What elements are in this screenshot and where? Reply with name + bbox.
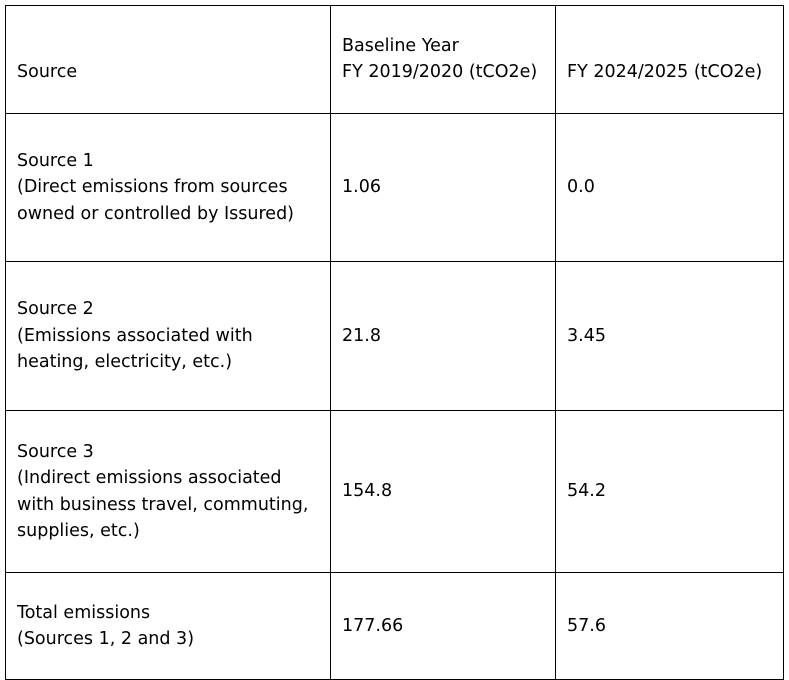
source-cell: Source 3 (Indirect emissions associated … <box>5 410 331 573</box>
header-current-label: FY 2024/2025 (tCO2e) <box>567 62 763 82</box>
current-cell: 3.45 <box>555 261 784 411</box>
header-source-label: Source <box>17 62 78 82</box>
baseline-value: 177.66 <box>342 615 404 636</box>
source-label: Source 3 (Indirect emissions associated … <box>17 441 309 542</box>
header-baseline: Baseline Year FY 2019/2020 (tCO2e) <box>330 5 556 114</box>
source-label: Total emissions (Sources 1, 2 and 3) <box>17 602 195 650</box>
table-row: Source 2 (Emissions associated with heat… <box>5 261 784 411</box>
current-value: 57.6 <box>567 615 606 636</box>
source-cell: Source 2 (Emissions associated with heat… <box>5 261 331 411</box>
current-cell: 0.0 <box>555 113 784 262</box>
baseline-cell: 154.8 <box>330 410 556 573</box>
source-cell: Source 1 (Direct emissions from sources … <box>5 113 331 262</box>
baseline-cell: 21.8 <box>330 261 556 411</box>
source-label: Source 1 (Direct emissions from sources … <box>17 150 295 224</box>
header-source: Source <box>5 5 331 114</box>
baseline-cell: 1.06 <box>330 113 556 262</box>
emissions-table: Source Baseline Year FY 2019/2020 (tCO2e… <box>5 5 784 680</box>
current-cell: 57.6 <box>555 572 784 680</box>
current-value: 0.0 <box>567 177 595 198</box>
header-baseline-label: Baseline Year FY 2019/2020 (tCO2e) <box>342 35 538 83</box>
current-value: 3.45 <box>567 325 606 346</box>
baseline-value: 21.8 <box>342 325 381 346</box>
baseline-value: 154.8 <box>342 481 393 502</box>
total-row: Total emissions (Sources 1, 2 and 3) 177… <box>5 572 784 680</box>
source-label: Source 2 (Emissions associated with heat… <box>17 299 253 373</box>
current-value: 54.2 <box>567 481 606 502</box>
baseline-cell: 177.66 <box>330 572 556 680</box>
current-cell: 54.2 <box>555 410 784 573</box>
header-current: FY 2024/2025 (tCO2e) <box>555 5 784 114</box>
source-cell: Total emissions (Sources 1, 2 and 3) <box>5 572 331 680</box>
table-row: Source 1 (Direct emissions from sources … <box>5 113 784 262</box>
header-row: Source Baseline Year FY 2019/2020 (tCO2e… <box>5 5 784 114</box>
baseline-value: 1.06 <box>342 177 381 198</box>
table-row: Source 3 (Indirect emissions associated … <box>5 410 784 573</box>
